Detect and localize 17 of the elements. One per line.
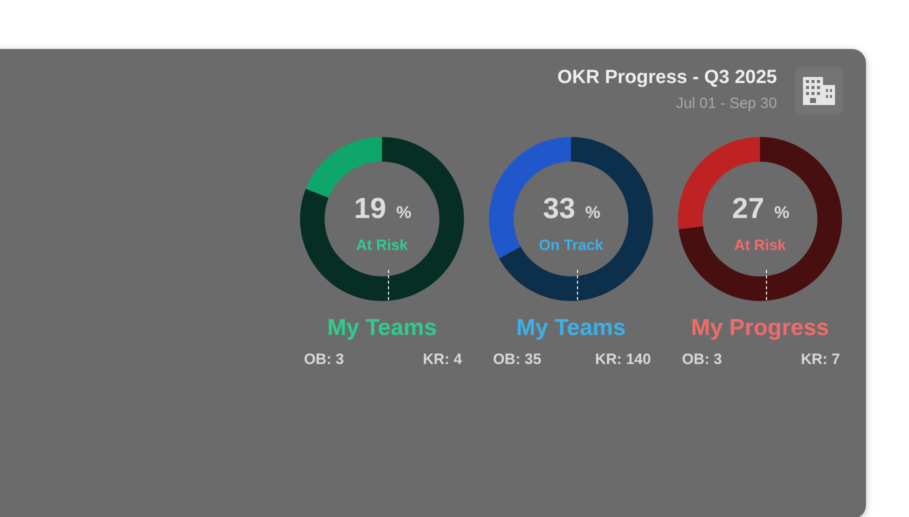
text: OKR Progress - Q3 2025 bbox=[557, 67, 777, 89]
data-label: 27 % bbox=[732, 193, 790, 225]
text: KR: 140 bbox=[595, 351, 651, 368]
text: KR: 4 bbox=[422, 351, 462, 368]
text: At Risk bbox=[733, 237, 787, 254]
text: Jul 01 - Sep 30 bbox=[676, 95, 777, 112]
text: OB: 35 bbox=[493, 351, 542, 368]
data-label: 19 % bbox=[354, 193, 412, 225]
text: My Teams bbox=[326, 314, 438, 341]
data-label: 33 % bbox=[542, 193, 600, 225]
text: My Progress bbox=[690, 314, 830, 341]
text: My Teams bbox=[515, 314, 627, 341]
text: OB: 3 bbox=[304, 351, 344, 368]
text: On Track bbox=[538, 237, 604, 254]
text: At Risk bbox=[355, 237, 409, 254]
text: KR: 7 bbox=[800, 351, 840, 368]
text: OB: 3 bbox=[682, 351, 722, 368]
